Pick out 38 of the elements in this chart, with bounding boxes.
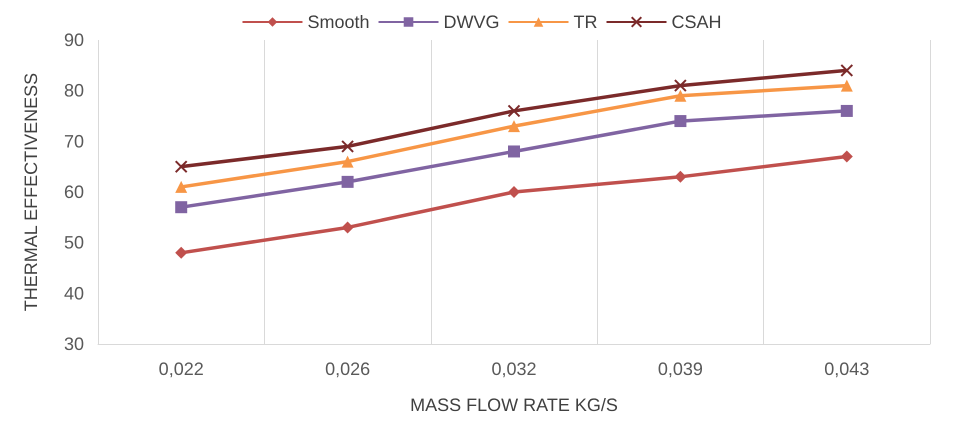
y-tick-label: 30 — [64, 334, 84, 354]
point — [674, 90, 686, 102]
point — [508, 120, 520, 132]
point — [175, 180, 188, 193]
x-tick-label: 0,039 — [658, 359, 703, 379]
x-tick-label: 0,022 — [158, 359, 204, 379]
x-axis-title: MASS FLOW RATE KG/S — [410, 395, 618, 415]
y-axis-title: THERMAL EFFECTIVENESS — [21, 72, 41, 312]
y-tick-label: 60 — [64, 182, 84, 202]
legend-label: DWVG — [444, 12, 500, 32]
point — [674, 115, 686, 128]
y-tick-label: 40 — [64, 283, 84, 304]
point — [341, 140, 354, 153]
point — [174, 160, 188, 174]
y-tick-label: 80 — [64, 80, 84, 101]
point — [674, 79, 687, 92]
point — [342, 221, 354, 234]
point — [508, 104, 520, 118]
point — [840, 64, 854, 77]
y-tick-label: 90 — [64, 30, 84, 50]
point — [175, 246, 188, 259]
point — [508, 145, 520, 158]
legend-label: TR — [574, 12, 598, 32]
x-tick-label: 0,026 — [325, 359, 370, 379]
legend-label: Smooth — [307, 12, 370, 32]
point — [840, 104, 853, 117]
point — [175, 201, 188, 214]
legend-label: CSAH — [672, 12, 722, 32]
point — [840, 150, 853, 163]
point — [674, 170, 686, 183]
y-tick-label: 50 — [64, 232, 84, 253]
point — [342, 176, 354, 188]
point — [840, 80, 853, 92]
y-tick-label: 70 — [64, 131, 84, 152]
x-tick-label: 0,043 — [824, 359, 870, 379]
x-tick-label: 0,032 — [491, 359, 537, 379]
point — [342, 156, 354, 168]
point — [508, 186, 520, 198]
